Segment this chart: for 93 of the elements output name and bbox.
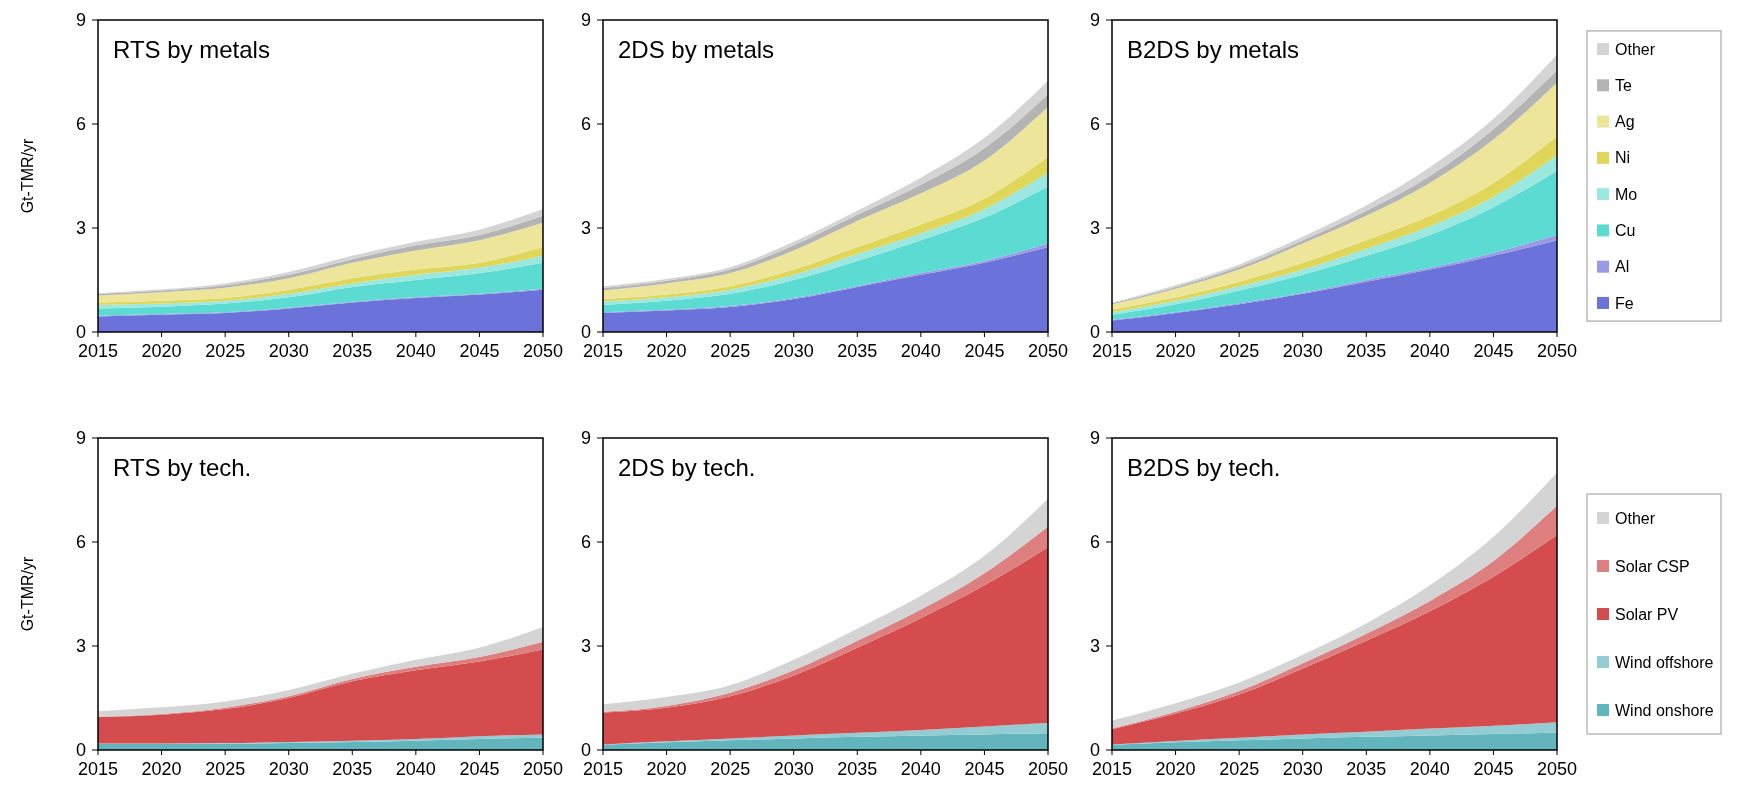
legend-label: Wind onshore — [1615, 701, 1714, 719]
x-tick-label: 2045 — [1473, 341, 1514, 361]
x-tick-label: 2040 — [395, 341, 436, 361]
x-tick-label: 2030 — [1282, 341, 1323, 361]
y-tick-label: 0 — [580, 740, 591, 761]
y-tick-label: 6 — [75, 114, 86, 135]
legend-label: Te — [1615, 76, 1632, 94]
x-tick-label: 2030 — [1282, 759, 1323, 779]
x-tick-label: 2025 — [205, 759, 246, 779]
y-tick-label: 3 — [580, 218, 591, 239]
y-tick-label: 6 — [1089, 114, 1100, 135]
y-tick-label: 0 — [580, 322, 591, 343]
legend-label: Ni — [1615, 149, 1631, 167]
text: RTS by tech. — [113, 454, 252, 481]
x-tick-label: 2015 — [77, 341, 119, 361]
y-tick-label: 9 — [580, 428, 591, 449]
x-tick-label: 2020 — [141, 759, 182, 779]
y-axis-title: Gt-TMR/yr — [19, 138, 36, 214]
x-tick-label: 2045 — [964, 341, 1005, 361]
x-tick-label: 2035 — [332, 341, 373, 361]
y-tick-label: 9 — [75, 428, 86, 449]
y-tick-label: 6 — [75, 532, 86, 553]
legend-label: Ag — [1615, 113, 1635, 131]
x-tick-label: 2015 — [582, 759, 624, 779]
x-tick-label: 2030 — [268, 341, 309, 361]
x-tick-label: 2020 — [141, 341, 182, 361]
text: B2DS by tech. — [1127, 454, 1281, 481]
x-tick-label: 2015 — [1091, 759, 1133, 779]
y-tick-label: 3 — [1089, 218, 1100, 239]
x-tick-label: 2030 — [268, 759, 309, 779]
x-tick-label: 2025 — [710, 759, 751, 779]
x-tick-label: 2035 — [837, 341, 878, 361]
y-tick-label: 0 — [75, 322, 86, 343]
x-tick-label: 2030 — [773, 759, 814, 779]
y-axis-title: Gt-TMR/yr — [19, 556, 36, 632]
legend-label: Solar PV — [1615, 605, 1679, 623]
text: B2DS by metals — [1127, 36, 1300, 63]
legend-label: Wind offshore — [1615, 653, 1714, 671]
x-tick-label: 2040 — [1409, 341, 1450, 361]
y-tick-label: 9 — [1089, 428, 1100, 449]
x-tick-label: 2050 — [1536, 341, 1578, 361]
x-tick-label: 2040 — [395, 759, 436, 779]
x-tick-label: 2040 — [900, 341, 941, 361]
x-tick-label: 2015 — [1091, 341, 1133, 361]
x-tick-label: 2015 — [77, 759, 119, 779]
x-tick-label: 2050 — [522, 341, 564, 361]
y-tick-label: 0 — [75, 740, 86, 761]
x-tick-label: 2045 — [964, 759, 1005, 779]
legend-label: Other — [1615, 509, 1656, 527]
x-tick-label: 2025 — [710, 341, 751, 361]
x-tick-label: 2050 — [522, 759, 564, 779]
x-tick-label: 2020 — [1155, 341, 1196, 361]
x-tick-label: 2050 — [1027, 759, 1069, 779]
x-tick-label: 2045 — [459, 759, 500, 779]
text: 2DS by metals — [618, 36, 775, 63]
y-tick-label: 6 — [580, 114, 591, 135]
x-tick-label: 2020 — [646, 341, 687, 361]
legend-label: Al — [1615, 258, 1630, 276]
x-tick-label: 2035 — [1346, 341, 1387, 361]
y-tick-label: 6 — [580, 532, 591, 553]
y-tick-label: 3 — [580, 636, 591, 657]
x-tick-label: 2025 — [1219, 341, 1260, 361]
legend-label: Solar CSP — [1615, 557, 1690, 575]
x-tick-label: 2035 — [1346, 759, 1387, 779]
x-tick-label: 2015 — [582, 341, 624, 361]
y-tick-label: 3 — [1089, 636, 1100, 657]
x-tick-label: 2050 — [1536, 759, 1578, 779]
x-tick-label: 2030 — [773, 341, 814, 361]
y-tick-label: 3 — [75, 636, 86, 657]
legend-label: Fe — [1615, 294, 1634, 312]
x-tick-label: 2020 — [646, 759, 687, 779]
y-tick-label: 0 — [1089, 322, 1100, 343]
x-tick-label: 2020 — [1155, 759, 1196, 779]
x-tick-label: 2050 — [1027, 341, 1069, 361]
legend-label: Other — [1615, 40, 1656, 58]
x-tick-label: 2040 — [1409, 759, 1450, 779]
y-tick-label: 9 — [580, 10, 591, 31]
text: 2DS by tech. — [618, 454, 756, 481]
x-tick-label: 2035 — [837, 759, 878, 779]
x-tick-label: 2045 — [459, 341, 500, 361]
y-tick-label: 9 — [75, 10, 86, 31]
y-tick-label: 9 — [1089, 10, 1100, 31]
x-tick-label: 2035 — [332, 759, 373, 779]
x-tick-label: 2045 — [1473, 759, 1514, 779]
x-tick-label: 2025 — [205, 341, 246, 361]
x-tick-label: 2040 — [900, 759, 941, 779]
legend-label: Mo — [1615, 185, 1638, 203]
y-tick-label: 6 — [1089, 532, 1100, 553]
y-tick-label: 3 — [75, 218, 86, 239]
text: RTS by metals — [113, 36, 270, 63]
x-tick-label: 2025 — [1219, 759, 1260, 779]
y-tick-label: 0 — [1089, 740, 1100, 761]
legend-label: Cu — [1615, 222, 1636, 240]
